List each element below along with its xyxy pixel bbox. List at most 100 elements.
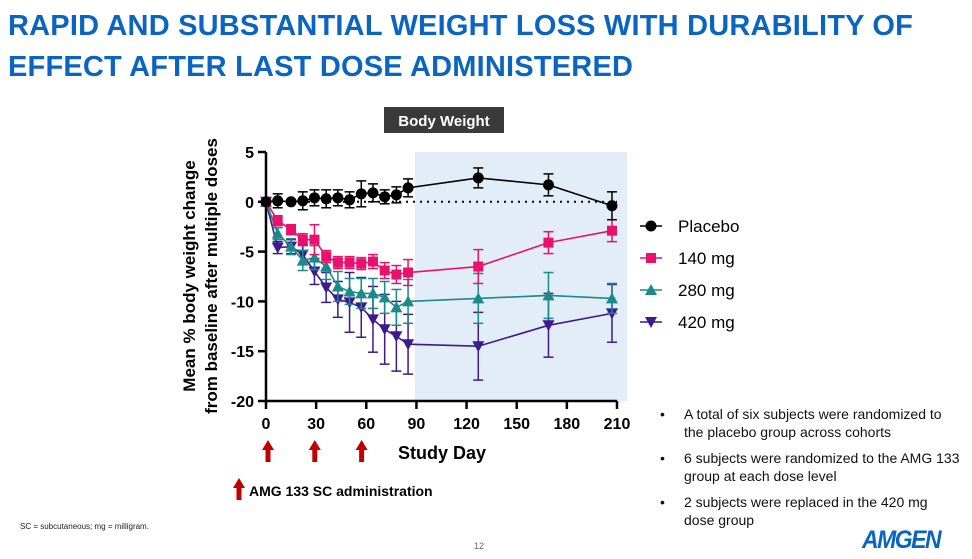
data-point <box>473 261 484 272</box>
data-point <box>320 193 332 205</box>
data-point <box>285 196 297 208</box>
note-item: 6 subjects were randomized to the AMG 13… <box>660 449 960 485</box>
y-tick-label: -10 <box>231 294 254 311</box>
dosing-arrow-icon <box>355 440 368 462</box>
data-point <box>285 240 298 252</box>
data-point <box>272 195 284 207</box>
data-point <box>367 187 379 199</box>
y-axis-label: Mean % body weight change <box>180 160 199 391</box>
data-point <box>344 257 355 268</box>
series-line-420-mg <box>265 201 613 348</box>
data-point <box>379 191 391 203</box>
data-point <box>355 287 368 299</box>
data-point <box>472 172 484 184</box>
notes-list: A total of six subjects were randomized … <box>660 405 960 537</box>
data-point <box>390 189 402 201</box>
data-point <box>542 179 554 191</box>
data-point <box>308 192 320 204</box>
data-point <box>542 289 555 301</box>
x-axis-label: Study Day <box>398 443 486 463</box>
data-point <box>332 192 344 204</box>
data-point <box>331 280 344 292</box>
amgen-logo: AMGEN <box>862 524 942 554</box>
data-point <box>309 234 320 245</box>
x-tick-label: 150 <box>503 416 530 433</box>
data-point <box>296 254 309 266</box>
data-point <box>272 215 283 226</box>
data-point <box>320 282 333 294</box>
data-point <box>472 341 485 353</box>
data-point <box>356 258 367 269</box>
slide-title: RAPID AND SUBSTANTIAL WEIGHT LOSS WITH D… <box>8 6 913 88</box>
data-point <box>472 292 485 304</box>
data-point <box>390 331 403 343</box>
y-tick-label: -20 <box>231 394 254 411</box>
data-point <box>367 256 378 267</box>
series-line-280-mg <box>265 201 613 309</box>
x-tick-label: 210 <box>604 416 631 433</box>
legend-label: Placebo <box>678 217 739 236</box>
x-tick-label: 0 <box>262 416 271 433</box>
footnote: SC = subcutaneous; mg = milligram. <box>20 522 149 531</box>
data-point <box>343 285 356 297</box>
data-point <box>390 301 403 313</box>
chart-title: Body Weight <box>398 113 489 130</box>
y-tick-label: -15 <box>231 344 254 361</box>
title-line: RAPID AND SUBSTANTIAL WEIGHT LOSS WITH D… <box>8 10 914 42</box>
post-dose-shaded-region <box>414 152 628 401</box>
data-point <box>297 195 309 207</box>
y-tick-label: -5 <box>240 245 254 262</box>
data-point <box>355 188 367 200</box>
data-point <box>286 224 297 235</box>
dosing-arrow-icon <box>262 440 274 462</box>
legend-marker <box>645 220 657 232</box>
legend-marker <box>646 253 656 263</box>
data-point <box>379 265 390 276</box>
data-point <box>542 320 555 332</box>
note-item: 2 subjects were replaced in the 420 mg d… <box>660 493 960 529</box>
data-point <box>391 269 402 280</box>
note-item: A total of six subjects were randomized … <box>660 405 960 441</box>
series-line-placebo <box>265 177 613 207</box>
chart-title-box <box>384 107 504 133</box>
legend-marker <box>645 317 657 328</box>
dosing-arrow-icon <box>233 478 245 500</box>
data-point <box>378 324 391 336</box>
x-tick-label: 60 <box>357 416 375 433</box>
x-tick-label: 180 <box>554 416 581 433</box>
dosing-annotation: AMG 133 SC administration <box>249 483 433 499</box>
data-point <box>321 251 332 262</box>
data-point <box>606 225 617 236</box>
data-point <box>606 200 618 212</box>
data-point <box>366 314 379 326</box>
data-point <box>297 234 308 245</box>
title-line: EFFECT AFTER LAST DOSE ADMINISTERED <box>8 51 634 83</box>
data-point <box>320 260 333 272</box>
data-point <box>332 257 343 268</box>
dosing-arrow-icon <box>308 440 321 462</box>
x-tick-label: 30 <box>307 416 325 433</box>
data-point <box>271 242 284 254</box>
x-tick-label: 120 <box>453 416 480 433</box>
data-point <box>260 196 272 208</box>
data-point <box>402 182 414 194</box>
x-tick-label: 90 <box>408 416 426 433</box>
y-axis-label: from baseline after multiple doses <box>202 138 221 414</box>
data-point <box>366 287 379 299</box>
series-line-140-mg <box>265 201 613 276</box>
legend-label: 420 mg <box>678 313 735 332</box>
page-number: 12 <box>474 541 485 551</box>
y-tick-label: 0 <box>245 195 254 212</box>
data-point <box>308 251 321 263</box>
data-point <box>402 339 415 351</box>
data-point <box>543 237 554 248</box>
legend-marker <box>645 284 657 295</box>
data-point <box>403 267 414 278</box>
data-point <box>344 194 356 206</box>
data-point <box>605 292 618 304</box>
legend-label: 140 mg <box>678 249 735 268</box>
y-tick-label: 5 <box>245 145 254 162</box>
data-point <box>271 227 284 239</box>
data-point <box>378 291 391 303</box>
